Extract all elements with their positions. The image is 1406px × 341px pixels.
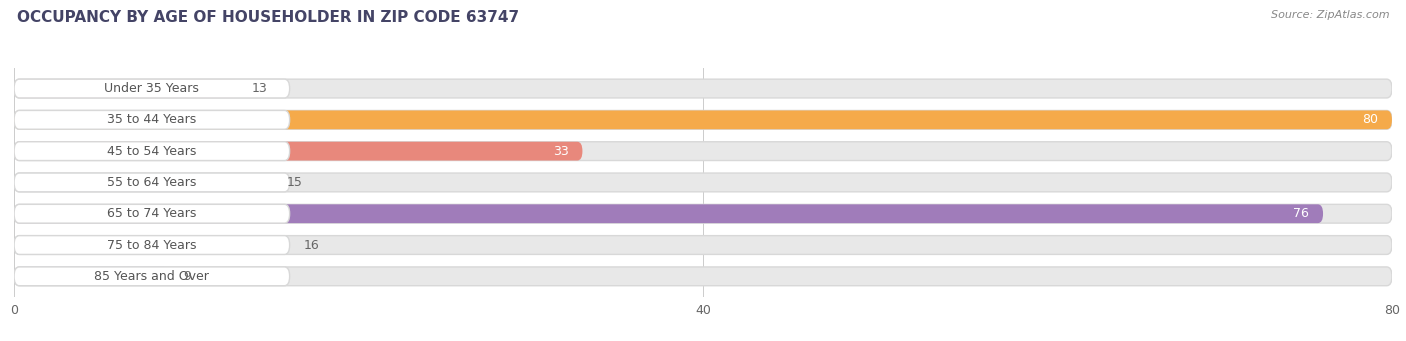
- FancyBboxPatch shape: [14, 142, 290, 161]
- FancyBboxPatch shape: [14, 173, 1392, 192]
- FancyBboxPatch shape: [14, 267, 1392, 286]
- Text: 33: 33: [553, 145, 568, 158]
- FancyBboxPatch shape: [14, 110, 1392, 129]
- Text: OCCUPANCY BY AGE OF HOUSEHOLDER IN ZIP CODE 63747: OCCUPANCY BY AGE OF HOUSEHOLDER IN ZIP C…: [17, 10, 519, 25]
- FancyBboxPatch shape: [14, 236, 290, 254]
- FancyBboxPatch shape: [14, 236, 290, 254]
- FancyBboxPatch shape: [14, 204, 1323, 223]
- FancyBboxPatch shape: [14, 142, 1392, 161]
- Text: 55 to 64 Years: 55 to 64 Years: [107, 176, 197, 189]
- FancyBboxPatch shape: [14, 236, 1392, 254]
- Text: 15: 15: [287, 176, 302, 189]
- FancyBboxPatch shape: [14, 204, 290, 223]
- Text: 80: 80: [1362, 113, 1378, 126]
- FancyBboxPatch shape: [14, 267, 290, 286]
- Text: 35 to 44 Years: 35 to 44 Years: [107, 113, 197, 126]
- FancyBboxPatch shape: [14, 173, 290, 192]
- Text: 85 Years and Over: 85 Years and Over: [94, 270, 209, 283]
- FancyBboxPatch shape: [14, 110, 290, 129]
- FancyBboxPatch shape: [14, 79, 290, 98]
- Text: Under 35 Years: Under 35 Years: [104, 82, 200, 95]
- FancyBboxPatch shape: [14, 79, 1392, 98]
- Text: 45 to 54 Years: 45 to 54 Years: [107, 145, 197, 158]
- Text: 65 to 74 Years: 65 to 74 Years: [107, 207, 197, 220]
- Text: 9: 9: [183, 270, 191, 283]
- Text: 76: 76: [1294, 207, 1309, 220]
- FancyBboxPatch shape: [14, 173, 273, 192]
- Text: 13: 13: [252, 82, 267, 95]
- FancyBboxPatch shape: [14, 267, 169, 286]
- Text: 16: 16: [304, 239, 319, 252]
- FancyBboxPatch shape: [14, 110, 1392, 129]
- FancyBboxPatch shape: [14, 79, 238, 98]
- FancyBboxPatch shape: [14, 204, 1392, 223]
- Text: 75 to 84 Years: 75 to 84 Years: [107, 239, 197, 252]
- FancyBboxPatch shape: [14, 142, 582, 161]
- Text: Source: ZipAtlas.com: Source: ZipAtlas.com: [1271, 10, 1389, 20]
